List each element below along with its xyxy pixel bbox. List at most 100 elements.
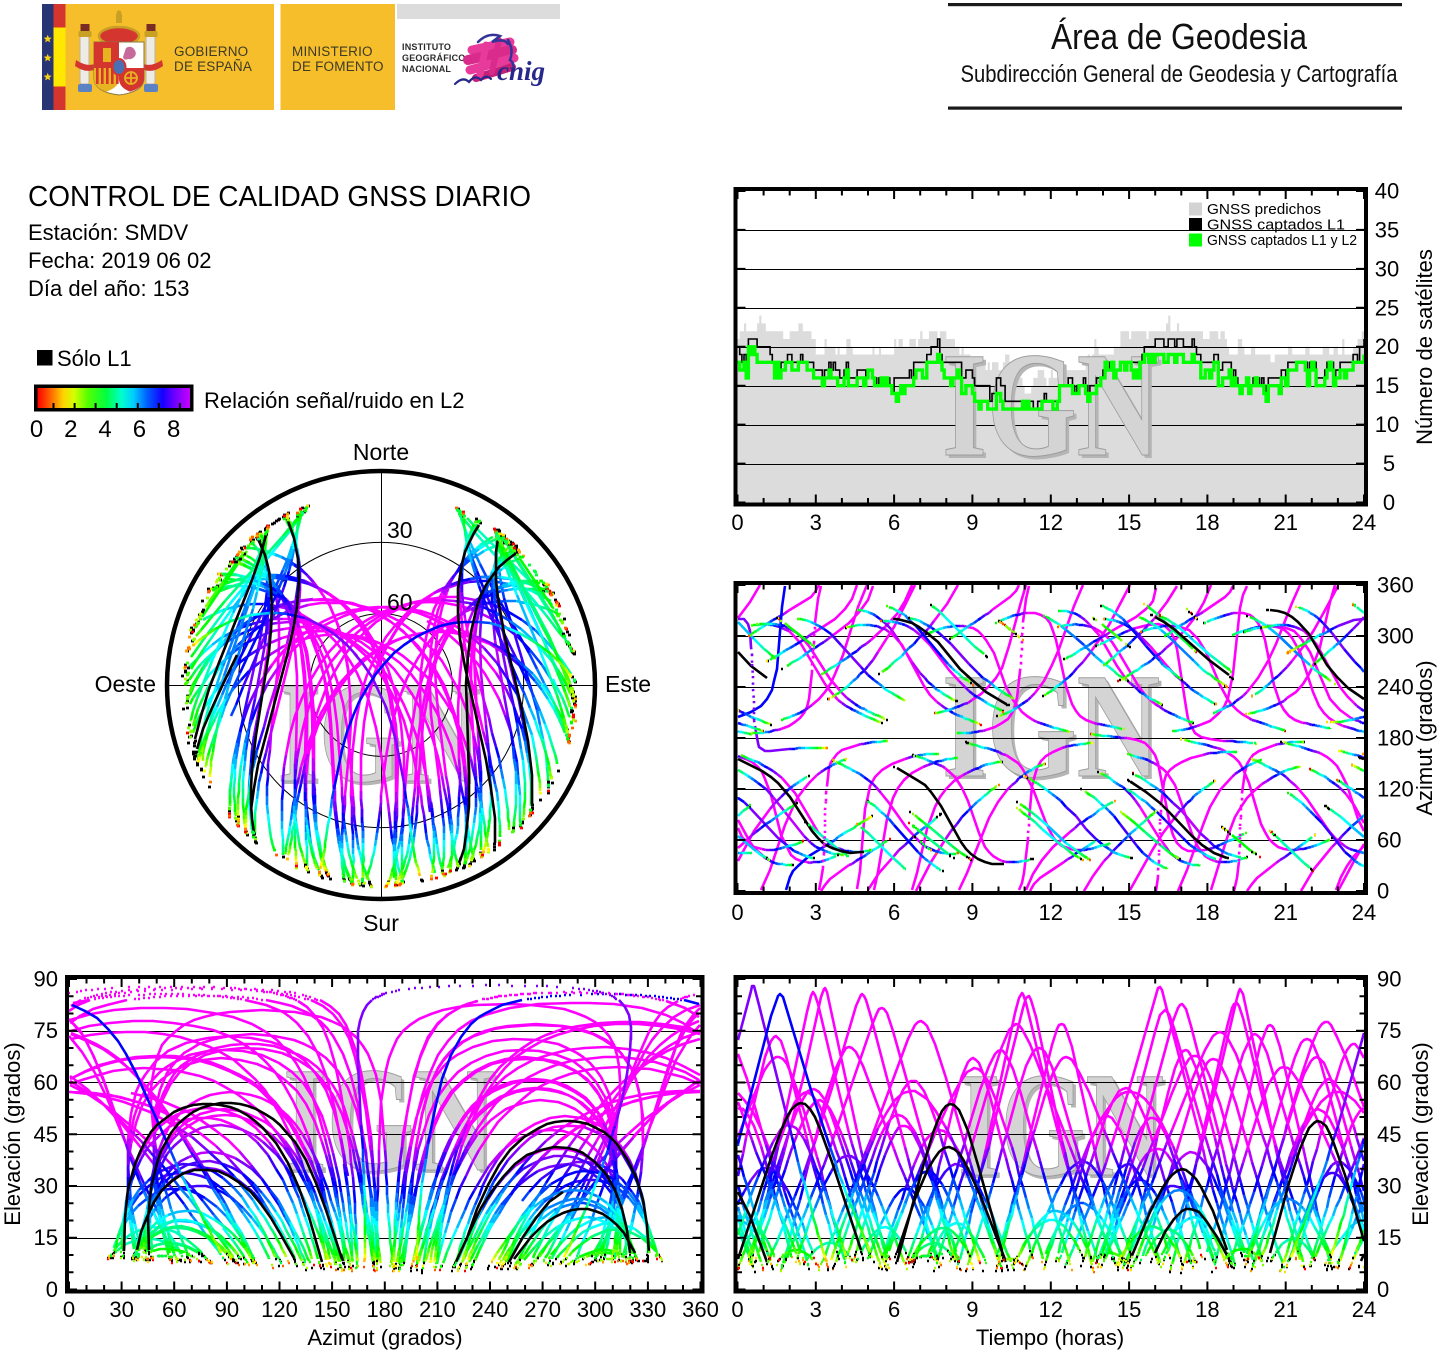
svg-text:6: 6	[888, 510, 900, 535]
svg-text:60: 60	[34, 1070, 58, 1095]
svg-text:8: 8	[167, 416, 180, 443]
svg-text:6: 6	[888, 1297, 900, 1322]
svg-text:Azimut (grados): Azimut (grados)	[307, 1325, 462, 1350]
svg-text:NACIONAL: NACIONAL	[402, 64, 451, 74]
svg-text:75: 75	[1377, 1018, 1401, 1043]
svg-text:Elevación (grados): Elevación (grados)	[1408, 1042, 1433, 1225]
svg-text:24: 24	[1352, 900, 1376, 925]
svg-text:120: 120	[261, 1297, 298, 1322]
svg-text:30: 30	[1377, 1174, 1401, 1199]
svg-text:120: 120	[1377, 777, 1414, 802]
svg-text:25: 25	[1375, 295, 1399, 320]
svg-text:0: 0	[30, 416, 43, 443]
svg-text:21: 21	[1273, 900, 1297, 925]
svg-text:Sólo L1: Sólo L1	[57, 346, 132, 371]
svg-text:180: 180	[1377, 726, 1414, 751]
svg-text:Azimut (grados): Azimut (grados)	[1412, 660, 1437, 815]
svg-text:GNSS captados L1: GNSS captados L1	[1207, 217, 1345, 234]
svg-text:30: 30	[109, 1297, 133, 1322]
svg-text:0: 0	[46, 1277, 58, 1302]
svg-text:Área de Geodesia: Área de Geodesia	[1051, 16, 1308, 57]
svg-text:360: 360	[682, 1297, 719, 1322]
svg-text:9: 9	[966, 900, 978, 925]
svg-text:300: 300	[577, 1297, 614, 1322]
svg-text:21: 21	[1273, 1297, 1297, 1322]
svg-text:INSTITUTO: INSTITUTO	[402, 42, 451, 52]
svg-text:24: 24	[1352, 1297, 1376, 1322]
svg-text:21: 21	[1273, 510, 1297, 535]
svg-text:0: 0	[63, 1297, 75, 1322]
svg-text:9: 9	[966, 510, 978, 535]
svg-text:150: 150	[314, 1297, 351, 1322]
svg-text:Tiempo (horas): Tiempo (horas)	[976, 1325, 1124, 1350]
svg-text:GOBIERNO: GOBIERNO	[174, 44, 248, 59]
svg-text:330: 330	[630, 1297, 667, 1322]
svg-text:30: 30	[34, 1174, 58, 1199]
svg-text:15: 15	[34, 1225, 58, 1250]
svg-text:75: 75	[34, 1018, 58, 1043]
svg-text:Número de satélites: Número de satélites	[1412, 249, 1437, 445]
svg-text:90: 90	[34, 967, 58, 992]
svg-text:12: 12	[1039, 1297, 1063, 1322]
svg-text:Oeste: Oeste	[95, 671, 156, 697]
svg-text:IGN: IGN	[942, 322, 1160, 488]
svg-text:40: 40	[1375, 179, 1399, 204]
svg-text:3: 3	[810, 510, 822, 535]
svg-text:45: 45	[1377, 1122, 1401, 1147]
svg-text:240: 240	[472, 1297, 509, 1322]
svg-text:300: 300	[1377, 624, 1414, 649]
svg-text:6: 6	[888, 900, 900, 925]
svg-text:Estación: SMDV: Estación: SMDV	[28, 220, 188, 245]
svg-text:180: 180	[366, 1297, 403, 1322]
svg-text:18: 18	[1195, 510, 1219, 535]
svg-text:12: 12	[1039, 510, 1063, 535]
svg-text:Relación señal/ruido en L2: Relación señal/ruido en L2	[204, 388, 465, 413]
svg-text:Fecha: 2019 06 02: Fecha: 2019 06 02	[28, 248, 211, 273]
svg-text:5: 5	[1383, 451, 1395, 476]
svg-text:Norte: Norte	[353, 439, 409, 465]
svg-text:60: 60	[162, 1297, 186, 1322]
svg-text:30: 30	[1375, 256, 1399, 281]
svg-text:3: 3	[810, 900, 822, 925]
svg-text:60: 60	[387, 589, 413, 615]
svg-text:20: 20	[1375, 334, 1399, 359]
svg-text:270: 270	[524, 1297, 561, 1322]
svg-text:0: 0	[731, 1297, 743, 1322]
svg-text:12: 12	[1039, 900, 1063, 925]
svg-text:90: 90	[215, 1297, 239, 1322]
svg-text:18: 18	[1195, 1297, 1219, 1322]
svg-text:MINISTERIO: MINISTERIO	[292, 44, 373, 59]
svg-text:0: 0	[1383, 490, 1395, 515]
svg-text:Sur: Sur	[363, 910, 399, 936]
svg-text:210: 210	[419, 1297, 456, 1322]
svg-text:45: 45	[34, 1122, 58, 1147]
svg-text:CONTROL DE CALIDAD GNSS DIARIO: CONTROL DE CALIDAD GNSS DIARIO	[28, 181, 531, 213]
svg-text:GEOGRÁFICO: GEOGRÁFICO	[402, 53, 466, 63]
svg-text:DE FOMENTO: DE FOMENTO	[292, 59, 384, 74]
svg-text:0: 0	[1377, 1277, 1389, 1302]
svg-text:15: 15	[1117, 510, 1141, 535]
svg-text:DE ESPAÑA: DE ESPAÑA	[174, 59, 252, 74]
svg-text:24: 24	[1352, 510, 1376, 535]
svg-text:2: 2	[64, 416, 77, 443]
svg-text:GNSS predichos: GNSS predichos	[1207, 201, 1321, 218]
svg-text:10: 10	[1375, 412, 1399, 437]
svg-text:Elevación (grados): Elevación (grados)	[0, 1042, 25, 1225]
svg-text:30: 30	[387, 517, 413, 543]
svg-text:90: 90	[1377, 967, 1401, 992]
svg-text:IGN: IGN	[283, 1037, 495, 1203]
svg-text:15: 15	[1117, 1297, 1141, 1322]
svg-text:0: 0	[1377, 879, 1389, 904]
svg-text:35: 35	[1375, 217, 1399, 242]
svg-text:360: 360	[1377, 573, 1414, 598]
svg-text:Este: Este	[605, 671, 651, 697]
svg-text:60: 60	[1377, 828, 1401, 853]
svg-text:0: 0	[731, 900, 743, 925]
svg-text:Día del año: 153: Día del año: 153	[28, 276, 189, 301]
svg-text:cnig: cnig	[497, 56, 545, 86]
svg-text:240: 240	[1377, 675, 1414, 700]
svg-text:4: 4	[98, 416, 111, 443]
svg-text:6: 6	[133, 416, 146, 443]
svg-text:GNSS captados L1 y L2: GNSS captados L1 y L2	[1207, 232, 1357, 249]
svg-text:60: 60	[1377, 1070, 1401, 1095]
